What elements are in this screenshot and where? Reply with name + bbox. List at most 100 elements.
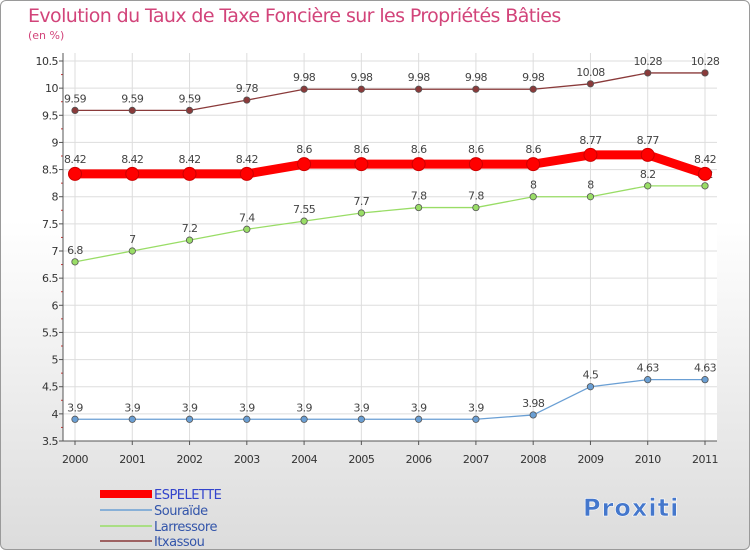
data-point [415, 415, 423, 423]
plot-area [63, 53, 717, 441]
y-tick-label: 7 [52, 245, 59, 258]
data-label: 9.59 [64, 92, 87, 105]
data-label: 9.98 [522, 71, 545, 84]
data-label: 3.9 [468, 401, 484, 414]
data-point [300, 85, 308, 93]
y-tick-label: 8.5 [42, 164, 58, 177]
x-tick-label: 2000 [62, 453, 88, 466]
data-label: 7.4 [239, 211, 255, 224]
data-label: 3.9 [354, 401, 370, 414]
data-label: 9.59 [178, 92, 201, 105]
data-point [586, 80, 595, 88]
data-point [357, 85, 365, 93]
legend-label: Itxassou [154, 535, 205, 550]
data-point [415, 85, 423, 93]
data-point [185, 106, 194, 115]
series-line-souraïde [74, 379, 706, 420]
data-point [529, 85, 537, 93]
data-label: 8.42 [178, 153, 200, 166]
data-point [128, 415, 136, 423]
data-point [68, 166, 82, 181]
data-point [701, 69, 709, 77]
x-tick-label: 2007 [463, 453, 489, 466]
data-point [701, 182, 709, 190]
data-label: 9.98 [408, 71, 431, 84]
x-tick-label: 2010 [635, 453, 661, 466]
data-label: 8.6 [296, 143, 312, 156]
data-label: 8.6 [411, 143, 427, 156]
data-label: 8.6 [354, 143, 370, 156]
data-label: 3.9 [239, 401, 255, 414]
data-point [640, 147, 655, 162]
x-tick-label: 2011 [692, 453, 718, 466]
data-label: 7.8 [411, 190, 427, 203]
y-tick-label: 7.5 [42, 218, 58, 231]
data-label: 4.63 [637, 362, 660, 375]
data-point [243, 225, 251, 233]
data-point [300, 415, 308, 423]
data-label: 10.08 [576, 66, 605, 79]
data-point [357, 209, 365, 217]
y-tick-label: 9 [52, 136, 59, 149]
data-point [128, 106, 136, 115]
y-tick-label: 4.5 [42, 381, 58, 394]
y-tick-label: 10.5 [36, 55, 59, 68]
data-label: 8.42 [236, 153, 258, 166]
data-label: 3.9 [124, 401, 140, 414]
data-label: 8.6 [468, 143, 484, 156]
data-label: 8.2 [640, 168, 656, 181]
data-label: 8.77 [579, 134, 602, 147]
data-label: 3.98 [522, 397, 545, 410]
data-label: 4.63 [694, 362, 717, 375]
y-tick-label: 4 [52, 408, 59, 421]
data-label: 3.9 [182, 401, 198, 414]
data-label: 9.98 [350, 71, 373, 84]
x-tick-label: 2009 [577, 453, 603, 466]
data-point [529, 193, 537, 201]
data-point [644, 69, 652, 77]
data-point [71, 106, 79, 115]
data-point [468, 157, 483, 172]
data-point [128, 247, 136, 255]
data-point [529, 411, 537, 419]
data-point [472, 203, 480, 212]
proxiti-logo: Proxiti [583, 494, 679, 522]
data-label: 9.78 [236, 82, 259, 95]
y-tick-label: 5 [52, 354, 59, 367]
data-point [472, 415, 480, 423]
data-point [71, 415, 79, 423]
legend-label: Larressore [154, 520, 217, 535]
data-label: 8 [530, 179, 537, 192]
data-label: 7.7 [354, 195, 370, 208]
data-label: 10.28 [633, 55, 662, 68]
legend-label: ESPELETTE [154, 488, 222, 503]
data-label: 6.8 [67, 244, 83, 257]
y-tick-label: 3.5 [42, 435, 58, 448]
series-line-itxassou [74, 72, 706, 112]
data-point [586, 193, 595, 201]
x-tick-label: 2002 [177, 453, 203, 466]
data-label: 8.77 [637, 134, 660, 147]
data-label: 8.42 [121, 153, 143, 166]
data-label: 8.42 [694, 153, 716, 166]
data-point [297, 157, 312, 172]
legend-label: Souraïde [154, 504, 208, 519]
data-point [357, 415, 365, 423]
x-tick-label: 2006 [406, 453, 432, 466]
data-point [185, 236, 194, 244]
data-point [239, 166, 254, 181]
data-point [644, 376, 652, 384]
data-point [182, 166, 197, 181]
data-point [354, 157, 369, 172]
data-point [185, 415, 194, 423]
data-point [472, 85, 480, 93]
x-tick-label: 2005 [348, 453, 374, 466]
data-label: 7.55 [293, 203, 316, 216]
x-tick-label: 2004 [291, 453, 317, 466]
data-point [698, 166, 712, 181]
y-tick-label: 5.5 [42, 326, 58, 339]
data-point [243, 415, 251, 423]
data-point [644, 182, 652, 190]
data-label: 8 [587, 179, 594, 192]
